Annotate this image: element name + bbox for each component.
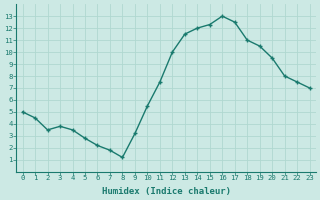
- X-axis label: Humidex (Indice chaleur): Humidex (Indice chaleur): [102, 187, 231, 196]
